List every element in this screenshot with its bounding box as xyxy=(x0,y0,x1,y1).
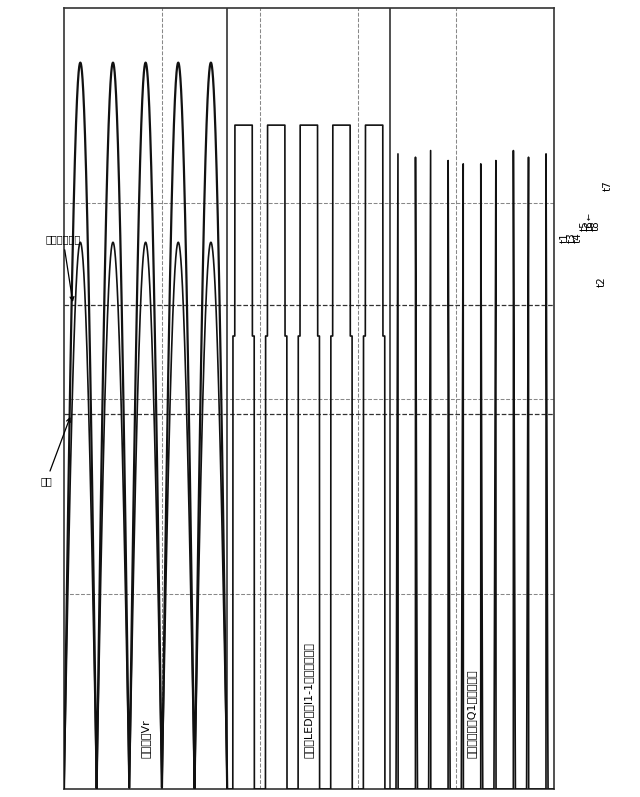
Text: t3: t3 xyxy=(566,233,577,243)
Text: t4: t4 xyxy=(573,233,583,243)
Text: t7: t7 xyxy=(603,181,613,191)
Text: トランジスタQ1の消費電力: トランジスタQ1の消費電力 xyxy=(467,669,477,758)
Text: t6: t6 xyxy=(584,221,595,231)
Text: t2: t2 xyxy=(596,277,607,287)
Text: t1: t1 xyxy=(560,233,570,243)
Text: 整流電圧Vr: 整流電圧Vr xyxy=(141,719,150,758)
Text: 第２: 第２ xyxy=(40,418,70,486)
Text: t8: t8 xyxy=(590,221,600,231)
Text: 第１のLED素子I1-1に流れる電流: 第１のLED素子I1-1に流れる電流 xyxy=(304,642,314,758)
Text: 第１判定電圧: 第１判定電圧 xyxy=(45,234,81,300)
Text: ←: ← xyxy=(584,214,593,220)
Text: t5: t5 xyxy=(579,221,589,231)
